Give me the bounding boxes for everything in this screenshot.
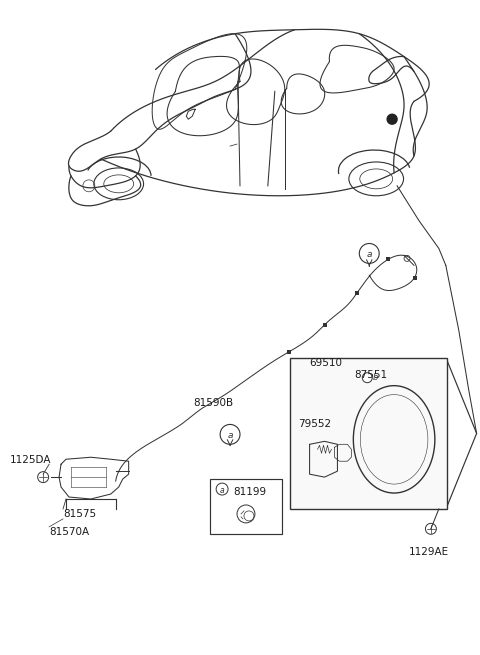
Circle shape: [387, 114, 397, 124]
Circle shape: [360, 244, 379, 263]
Text: a: a: [367, 250, 372, 259]
Text: a: a: [220, 485, 225, 495]
Text: 69510: 69510: [310, 358, 343, 368]
Text: 1125DA: 1125DA: [9, 455, 51, 465]
Bar: [290, 358, 447, 509]
Text: 79552: 79552: [298, 419, 331, 430]
Circle shape: [425, 523, 436, 534]
Circle shape: [362, 373, 372, 383]
Circle shape: [220, 424, 240, 444]
Text: b: b: [372, 373, 378, 383]
Text: 81575: 81575: [63, 509, 96, 519]
Text: a: a: [228, 431, 233, 440]
Text: 1129AE: 1129AE: [409, 547, 449, 557]
Text: 81199: 81199: [233, 487, 266, 497]
Bar: [210, 479, 282, 534]
Text: 87551: 87551: [354, 370, 387, 380]
Circle shape: [216, 483, 228, 495]
Text: 81590B: 81590B: [193, 398, 233, 407]
Circle shape: [37, 472, 48, 483]
Text: 81570A: 81570A: [49, 527, 89, 537]
